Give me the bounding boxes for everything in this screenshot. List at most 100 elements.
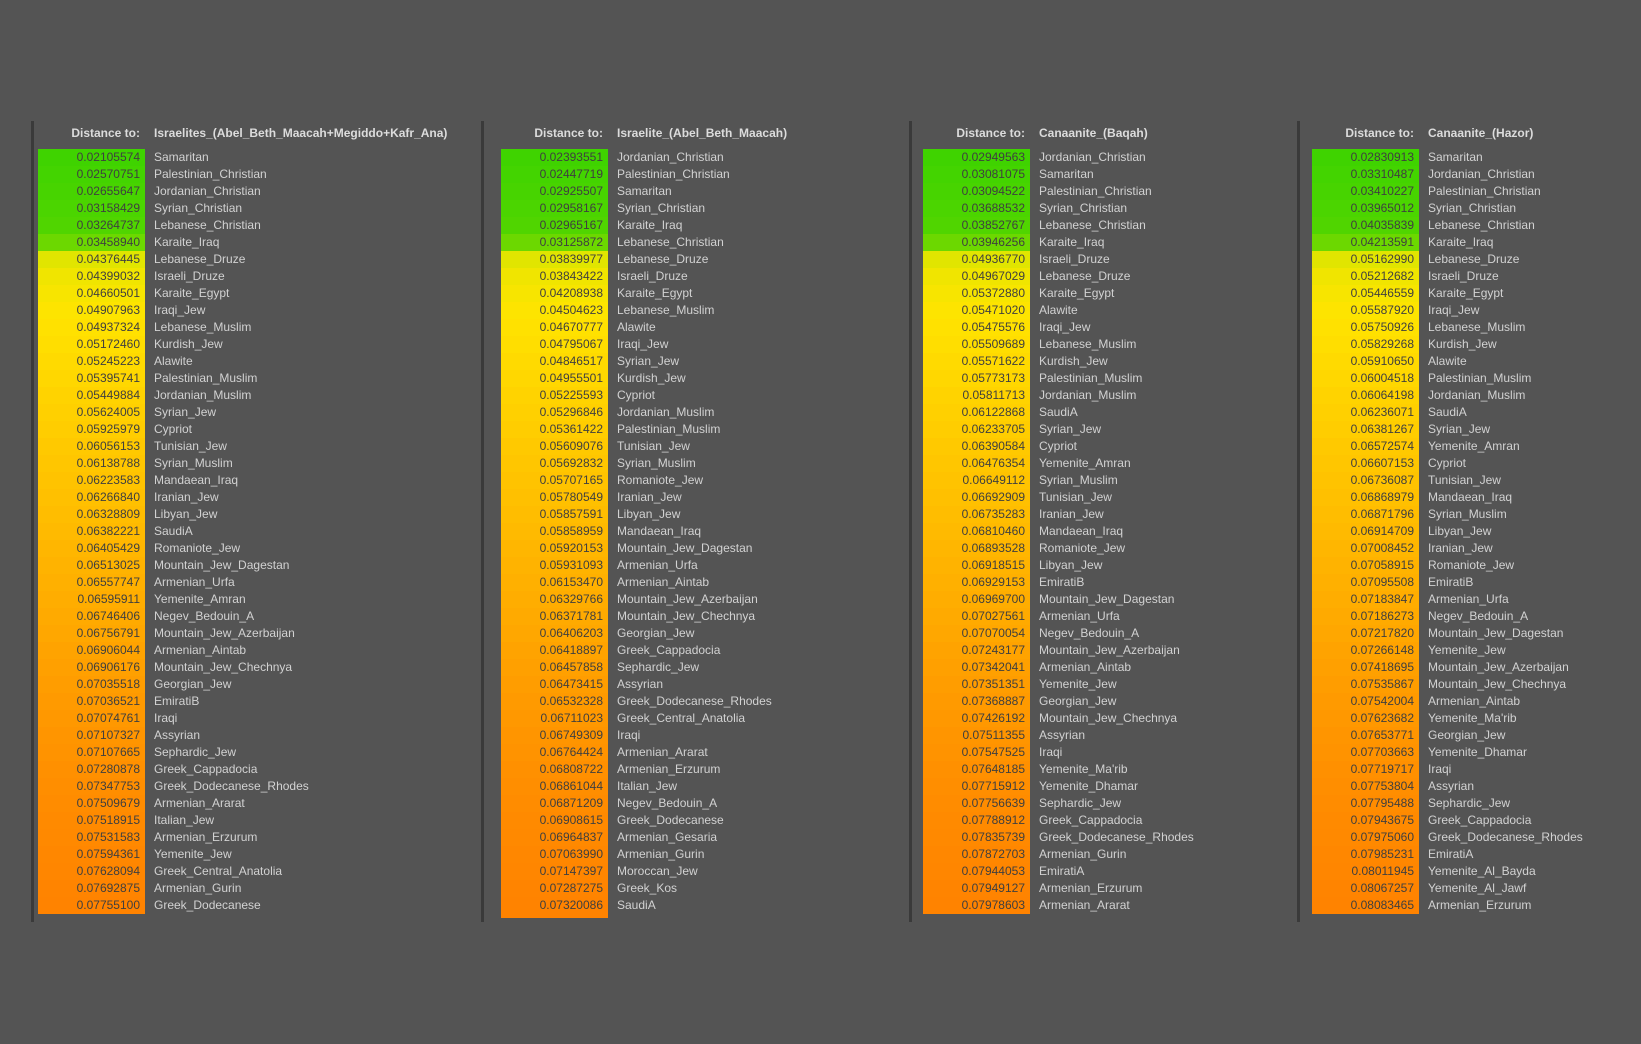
population-label: Alawite <box>1039 303 1078 317</box>
distance-value-cell: 0.06329766 <box>501 591 608 608</box>
distance-value-cell: 0.06711023 <box>501 710 608 727</box>
distance-row: 0.05449884 Jordanian_Muslim <box>38 387 447 404</box>
population-label: Palestinian_Christian <box>154 167 267 181</box>
distance-value-cell: 0.08011945 <box>1312 863 1419 880</box>
distance-value-cell: 0.07653771 <box>1312 727 1419 744</box>
distance-value-cell: 0.06861044 <box>501 778 608 795</box>
population-label: Lebanese_Muslim <box>1428 320 1526 334</box>
distance-value-cell: 0.06749309 <box>501 727 608 744</box>
distance-value-cell: 0.03852767 <box>923 217 1030 234</box>
distance-row: 0.07703663 Yemenite_Dhamar <box>1312 744 1583 761</box>
population-label: Yemenite_Jew <box>1428 643 1506 657</box>
population-label: Mandaean_Iraq <box>617 524 702 538</box>
distance-value-cell: 0.05571622 <box>923 353 1030 370</box>
distance-row: 0.08083465 Armenian_Erzurum <box>1312 897 1583 914</box>
distance-row: 0.07107665 Sephardic_Jew <box>38 744 447 761</box>
distance-value-cell: 0.06908615 <box>501 812 608 829</box>
distance-value-cell: 0.06406203 <box>501 625 608 642</box>
distance-value-cell: 0.05245223 <box>38 353 145 370</box>
population-label: Iraqi <box>617 728 641 742</box>
population-label: Cypriot <box>1428 456 1467 470</box>
distance-row: 0.07186273 Negev_Bedouin_A <box>1312 608 1583 625</box>
population-label: Iranian_Jew <box>1039 507 1104 521</box>
population-label: Cypriot <box>1039 439 1078 453</box>
population-label: Armenian_Gurin <box>617 847 705 861</box>
distance-row: 0.05920153 Mountain_Jew_Dagestan <box>501 540 787 557</box>
distance-row: 0.05571622 Kurdish_Jew <box>923 353 1194 370</box>
distance-row: 0.08067257 Yemenite_Al_Jawf <box>1312 880 1583 897</box>
distance-value-cell: 0.07594361 <box>38 846 145 863</box>
distance-row: 0.04936770 Israeli_Druze <box>923 251 1194 268</box>
distance-row: 0.05692832 Syrian_Muslim <box>501 455 787 472</box>
population-label: Mountain_Jew_Dagestan <box>154 558 290 572</box>
distance-row: 0.06929153 EmiratiB <box>923 574 1194 591</box>
target-population-name: Canaanite_(Hazor) <box>1428 126 1534 140</box>
distance-row: 0.04937324 Lebanese_Muslim <box>38 319 447 336</box>
population-label: Tunisian_Jew <box>1428 473 1501 487</box>
distance-value-cell: 0.06692909 <box>923 489 1030 506</box>
population-label: SaudiA <box>1428 405 1467 419</box>
distance-row: 0.06893528 Romaniote_Jew <box>923 540 1194 557</box>
population-label: Palestinian_Christian <box>617 167 730 181</box>
distance-row: 0.03094522 Palestinian_Christian <box>923 183 1194 200</box>
distance-row: 0.06572574 Yemenite_Amran <box>1312 438 1583 455</box>
distance-value-cell: 0.06056153 <box>38 438 145 455</box>
distance-row: 0.07756639 Sephardic_Jew <box>923 795 1194 812</box>
distance-row: 0.06056153 Tunisian_Jew <box>38 438 447 455</box>
population-label: Iranian_Jew <box>154 490 219 504</box>
distance-value-cell: 0.06929153 <box>923 574 1030 591</box>
distance-row: 0.05446559 Karaite_Egypt <box>1312 285 1583 302</box>
population-label: Armenian_Erzurum <box>1428 898 1532 912</box>
distance-row: 0.04213591 Karaite_Iraq <box>1312 234 1583 251</box>
distance-value-cell: 0.07703663 <box>1312 744 1419 761</box>
population-label: Yemenite_Amran <box>1428 439 1520 453</box>
distance-value-cell: 0.05931093 <box>501 557 608 574</box>
distance-row: 0.05361422 Palestinian_Muslim <box>501 421 787 438</box>
distance-row: 0.07418695 Mountain_Jew_Azerbaijan <box>1312 659 1583 676</box>
distance-row: 0.06969700 Mountain_Jew_Dagestan <box>923 591 1194 608</box>
population-label: Kurdish_Jew <box>617 371 686 385</box>
distance-row: 0.06557747 Armenian_Urfa <box>38 574 447 591</box>
distance-row: 0.06871209 Negev_Bedouin_A <box>501 795 787 812</box>
population-label: Jordanian_Muslim <box>154 388 252 402</box>
distance-value-cell: 0.06004518 <box>1312 370 1419 387</box>
population-label: Armenian_Aintab <box>1039 660 1132 674</box>
population-label: Lebanese_Christian <box>1428 218 1535 232</box>
distance-row: 0.07063990 Armenian_Gurin <box>501 846 787 863</box>
population-label: Mountain_Jew_Azerbaijan <box>1039 643 1180 657</box>
distance-value-cell: 0.05212682 <box>1312 268 1419 285</box>
distance-row: 0.05858959 Mandaean_Iraq <box>501 523 787 540</box>
table-left-border <box>909 121 912 922</box>
population-label: Iraqi <box>1428 762 1452 776</box>
distance-value-cell: 0.06557747 <box>38 574 145 591</box>
distance-row: 0.03264737 Lebanese_Christian <box>38 217 447 234</box>
distance-row: 0.07511355 Assyrian <box>923 727 1194 744</box>
target-population-name: Israelite_(Abel_Beth_Maacah) <box>617 126 788 140</box>
distance-row: 0.03125872 Lebanese_Christian <box>501 234 787 251</box>
table-rows: 0.02105574 Samaritan 0.02570751 Palestinian… <box>38 149 447 914</box>
distance-value-cell: 0.04504623 <box>501 302 608 319</box>
population-label: Syrian_Jew <box>1039 422 1102 436</box>
population-label: Lebanese_Druze <box>617 252 709 266</box>
population-label: Iraqi_Jew <box>1428 303 1480 317</box>
distance-value-cell: 0.05773173 <box>923 370 1030 387</box>
distance-row: 0.03158429 Syrian_Christian <box>38 200 447 217</box>
distance-value-cell: 0.07243177 <box>923 642 1030 659</box>
distance-row: 0.04399032 Israeli_Druze <box>38 268 447 285</box>
distance-value-cell: 0.07107665 <box>38 744 145 761</box>
distance-row: 0.05245223 Alawite <box>38 353 447 370</box>
distance-row: 0.07095508 EmiratiB <box>1312 574 1583 591</box>
population-label: Armenian_Erzurum <box>1039 881 1143 895</box>
distance-to-label: Distance to: <box>956 126 1025 140</box>
distance-row: 0.05296846 Jordanian_Muslim <box>501 404 787 421</box>
distance-value-cell: 0.03965012 <box>1312 200 1419 217</box>
distance-row: 0.06810460 Mandaean_Iraq <box>923 523 1194 540</box>
distance-row: 0.07628094 Greek_Central_Anatolia <box>38 863 447 880</box>
population-label: Karaite_Iraq <box>154 235 220 249</box>
distance-row: 0.06418897 Greek_Cappadocia <box>501 642 787 659</box>
population-label: Kurdish_Jew <box>154 337 223 351</box>
distance-value-cell: 0.04955501 <box>501 370 608 387</box>
distance-value-cell: 0.05361422 <box>501 421 608 438</box>
distance-value-cell: 0.05446559 <box>1312 285 1419 302</box>
population-label: SaudiA <box>1039 405 1078 419</box>
